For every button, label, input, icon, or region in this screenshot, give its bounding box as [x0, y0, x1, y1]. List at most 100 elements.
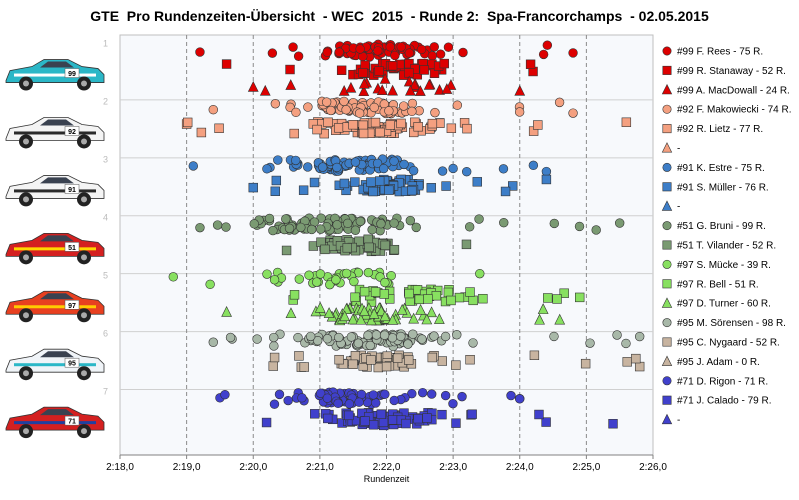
series-10 [281, 234, 472, 257]
data-point [439, 58, 449, 69]
data-point [339, 310, 351, 322]
data-point [283, 395, 293, 406]
legend-entry: #95 M. Sörensen - 98 R. [662, 318, 786, 329]
data-point [421, 313, 433, 325]
data-point [339, 178, 350, 189]
data-point [310, 409, 320, 419]
data-point [389, 244, 400, 255]
data-point [461, 167, 472, 177]
data-point [268, 361, 278, 371]
legend-entry: #99 F. Rees - 75 R. [662, 46, 763, 58]
car-stripe [14, 73, 96, 77]
car-body [5, 117, 105, 141]
data-point [568, 48, 578, 58]
legend-label: #92 R. Lietz - 77 R. [677, 124, 763, 135]
legend-entry: #71 J. Calado - 79 R. [662, 395, 772, 407]
data-point [262, 164, 272, 174]
data-point [465, 354, 475, 365]
data-point [407, 98, 418, 109]
data-point [376, 84, 388, 95]
data-point [386, 271, 396, 281]
data-point [208, 337, 218, 347]
legend-label: #99 R. Stanaway - 52 R. [677, 66, 786, 77]
data-point [431, 291, 442, 301]
data-point [559, 288, 569, 298]
legend-marker [662, 279, 672, 289]
data-point [454, 292, 465, 303]
car-number: 99 [68, 71, 76, 78]
car-rim [23, 312, 29, 319]
data-point [541, 174, 552, 185]
data-point [259, 84, 271, 96]
car-rim [81, 80, 87, 87]
data-point [269, 341, 279, 351]
data-point [422, 413, 432, 423]
data-point [396, 331, 406, 342]
data-point [331, 275, 341, 285]
data-point [366, 355, 376, 365]
data-point [446, 123, 457, 133]
data-point [373, 46, 383, 56]
data-point [315, 388, 326, 398]
legend-label: #95 C. Nygaard - 52 R. [677, 338, 780, 349]
chart-title: GTE Pro Rundenzeiten-Übersicht - WEC 201… [90, 8, 709, 24]
data-point [365, 340, 375, 351]
data-point [370, 287, 381, 297]
data-point [291, 107, 301, 118]
data-point [360, 416, 370, 426]
legend-marker [661, 297, 673, 308]
data-point [285, 64, 295, 75]
data-point [434, 84, 445, 95]
data-point [368, 420, 379, 430]
x-axis-label: Rundenzeit [364, 474, 410, 484]
data-point [299, 362, 309, 372]
data-point [372, 158, 383, 169]
car-stripe [14, 363, 96, 367]
data-point [514, 107, 525, 117]
data-point [364, 242, 374, 253]
data-point [529, 350, 540, 360]
data-point [350, 177, 360, 187]
data-point [429, 42, 439, 52]
data-point [380, 277, 390, 288]
data-point [220, 389, 230, 400]
data-point [457, 391, 467, 402]
legend-marker [662, 376, 672, 386]
x-tick-label: 2:18,0 [106, 462, 134, 473]
data-point [368, 186, 378, 197]
data-point [312, 124, 322, 135]
data-point [403, 75, 415, 87]
porsche-car-icon: 91 [5, 175, 105, 207]
car-body [5, 59, 105, 83]
data-point [461, 239, 472, 250]
data-point [345, 81, 357, 93]
data-point [467, 409, 477, 419]
series-7 [248, 174, 552, 197]
data-point [404, 355, 414, 365]
car-window [40, 61, 74, 68]
data-point [269, 332, 279, 343]
car-window [40, 119, 74, 126]
data-point [554, 97, 565, 108]
data-point [195, 47, 205, 57]
data-point [423, 78, 435, 90]
data-point [249, 219, 259, 229]
data-point [374, 66, 384, 76]
legend-marker [662, 318, 672, 328]
data-point [323, 307, 335, 318]
x-tick-label: 2:25,0 [572, 462, 600, 473]
data-point [376, 409, 386, 419]
legend-entry: #99 A. MacDowall - 24 R. [661, 83, 790, 96]
legend-entry: #51 T. Vilander - 52 R. [662, 241, 776, 252]
data-point [358, 85, 370, 97]
car-body [5, 175, 105, 199]
series-0 [195, 39, 578, 62]
data-point [404, 58, 414, 69]
data-point [297, 393, 307, 403]
data-point [404, 288, 414, 299]
data-point [264, 213, 275, 224]
car-number-plate [64, 184, 80, 194]
data-point [398, 101, 409, 111]
data-point [358, 120, 368, 130]
data-point [404, 48, 415, 58]
